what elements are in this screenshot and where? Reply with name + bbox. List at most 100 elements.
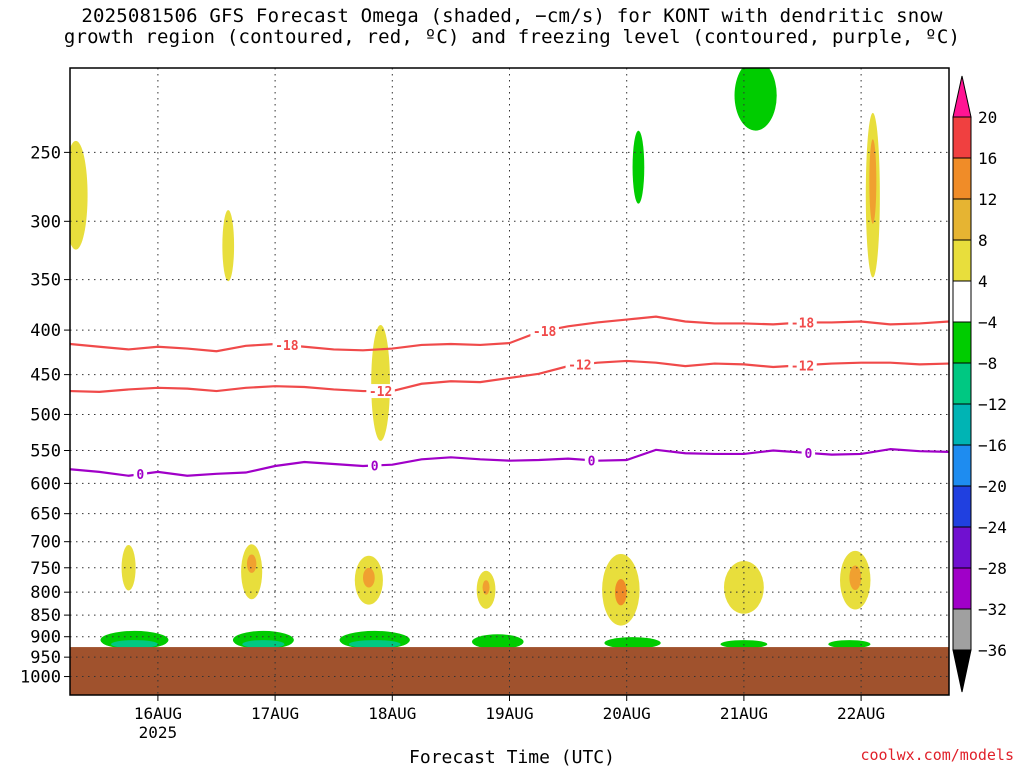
y-tick-label: 650 [30,505,61,525]
x-tick-year: 2025 [139,723,178,742]
colorbar-label: 16 [978,149,997,168]
contour-label-bg [565,357,595,372]
omega-shade [111,640,158,649]
x-tick-label: 22AUG [837,704,885,723]
colorbar-label: −12 [978,395,1007,414]
colorbar-box [952,567,972,610]
contour-label: 0 [371,459,379,474]
contour-label-bg [272,338,302,353]
contour-line [70,315,949,353]
y-tick-label: 950 [30,648,61,668]
contour-label: -18 [791,316,815,331]
contour-label: -18 [275,339,299,354]
omega-shade [246,554,257,573]
y-tick-label: 400 [30,321,61,341]
x-tick-label: 19AUG [485,704,533,723]
omega-shade [604,637,661,649]
colorbar-box [952,444,972,487]
colorbar-box [952,198,972,241]
contour-label: 0 [804,447,812,462]
omega-shade [471,634,524,650]
colorbar-label: −32 [978,600,1007,619]
colorbar-box [952,485,972,528]
colorbar-box [952,157,972,200]
colorbar-box [952,321,972,364]
contour-label-bg [367,458,382,473]
omega-shade [371,324,390,441]
contour-label: -12 [568,359,591,374]
chart-title-line1: 2025081506 GFS Forecast Omega (shaded, −… [81,5,943,27]
omega-shade [222,210,235,282]
colorbar-label: 4 [978,272,988,291]
colorbar-box [952,526,972,569]
colorbar-label: 8 [978,231,988,250]
colorbar-label: −4 [978,313,997,332]
colorbar-label: −20 [978,477,1007,496]
y-tick-label: 450 [30,366,61,386]
x-tick-label: 17AUG [251,704,299,723]
colorbar-label: 12 [978,190,997,209]
omega-shade [828,640,871,649]
x-axis-title: Forecast Time (UTC) [409,747,615,768]
colorbar-label: −16 [978,436,1007,455]
contour-label: 0 [588,454,596,469]
omega-shade [869,139,877,224]
colorbar: 20 16 12 8 4 −4 −8 −12 −16 −20 −24 −28 −32 −36 [952,75,1007,693]
colorbar-box [952,116,972,159]
colorbar-box [952,608,972,651]
plot-area: -18 -18 -18 -12 -12 -12 0 0 0 0 250 300 350 400 450 500… [20,67,950,742]
x-tick-label: 20AUG [603,704,651,723]
colorbar-label: −24 [978,518,1007,537]
colorbar-box [952,403,972,446]
omega-shade [723,561,764,614]
plot-content: -18 -18 -18 -12 -12 -12 0 0 0 0 [70,68,949,695]
contour-label: -12 [791,359,814,374]
x-tick-label: 16AUG [134,704,182,723]
omega-shade [363,567,375,588]
chart-title-line2: growth region (contoured, red, ºC) and f… [63,26,961,48]
contour-label: -12 [369,385,392,400]
omega-shade [482,580,490,595]
colorbar-label: −28 [978,559,1007,578]
omega-shade [70,140,88,250]
y-tick-label: 250 [30,143,61,163]
y-tick-label: 500 [30,405,61,425]
contour-label-bg [133,467,148,482]
colorbar-box [952,239,972,282]
x-tick-label: 18AUG [368,704,416,723]
contour-label: 0 [136,468,144,483]
omega-shade [734,68,777,131]
contour-label-bg [788,358,817,373]
contour-label-bg [788,315,817,330]
x-tick-label: 21AUG [720,704,768,723]
colorbar-arrow-top [952,75,972,118]
contour-label-bg [584,453,599,468]
colorbar-box [952,280,972,323]
contour-label: -18 [533,325,557,340]
site-credit[interactable]: coolwx.com/models [860,746,1014,764]
y-tick-label: 700 [30,533,61,553]
omega-shade [632,130,645,204]
chart-title: 2025081506 GFS Forecast Omega (shaded, −… [0,6,1024,48]
colorbar-label: −36 [978,641,1007,660]
y-tick-label: 300 [30,212,61,232]
colorbar-label: 20 [978,108,997,127]
omega-shade [121,545,136,591]
omega-shade [242,640,285,649]
surface-fill [70,647,949,695]
y-tick-label: 900 [30,628,61,648]
omega-shade [348,640,401,649]
contour-label-bg [801,445,816,460]
contour-label-bg [530,323,559,338]
y-tick-label: 350 [30,271,61,291]
y-tick-label: 1000 [20,668,61,688]
contour-label-bg [366,384,395,399]
colorbar-label: −8 [978,354,997,373]
colorbar-arrow-bottom [952,649,972,693]
colorbar-box [952,362,972,405]
omega-shade [849,565,862,591]
y-tick-label: 550 [30,442,61,462]
omega-shade [614,578,627,606]
y-tick-label: 850 [30,606,61,626]
